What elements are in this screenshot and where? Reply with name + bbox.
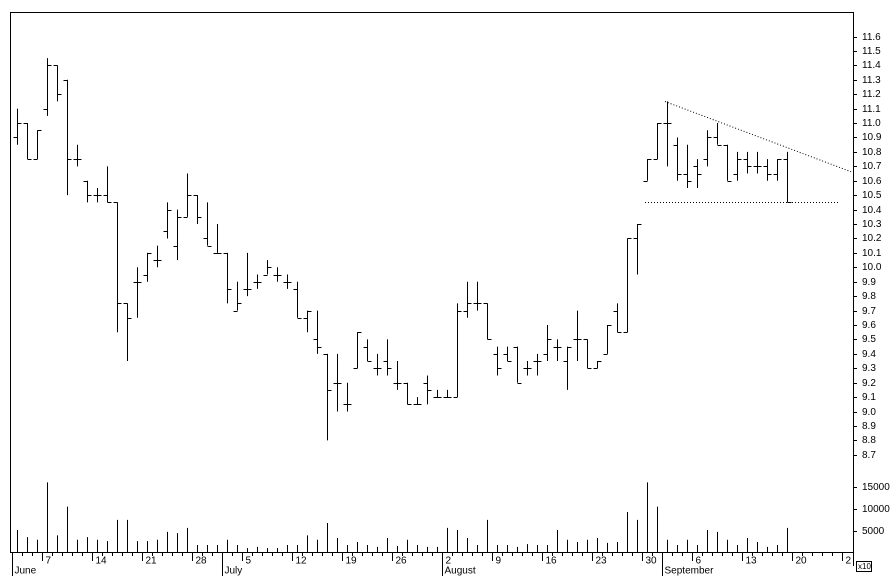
y2-tick-label: 15000	[862, 482, 890, 493]
x-tick-label: 20	[796, 556, 808, 567]
y-tick-label: 10.2	[862, 233, 882, 244]
y-tick-label: 10.1	[862, 248, 882, 259]
y-tick-label: 11.0	[862, 118, 881, 129]
y-tick-label: 10.6	[862, 176, 882, 187]
x-tick-label: 14	[96, 556, 108, 567]
y-tick-label: 11.6	[862, 32, 881, 43]
month-label: August	[445, 566, 476, 576]
month-label: September	[665, 566, 715, 576]
x-tick-label: 23	[596, 556, 608, 567]
x-tick-label: 21	[146, 556, 158, 567]
x-tick-label: 28	[196, 556, 208, 567]
y-tick-label: 9.7	[862, 306, 876, 317]
y-tick-label: 10.9	[862, 132, 882, 143]
x-tick-label: 12	[296, 556, 308, 567]
x-tick-label: 5	[246, 556, 252, 567]
y-tick-label: 8.7	[862, 450, 876, 461]
y2-tick-label: 10000	[862, 504, 890, 515]
y-tick-label: 9.9	[862, 277, 876, 288]
y-tick-label: 11.5	[862, 46, 881, 57]
y-tick-label: 9.5	[862, 334, 876, 345]
y-tick-label: 8.9	[862, 421, 876, 432]
x-tick-label: 13	[746, 556, 758, 567]
x-tick-label: 7	[46, 556, 52, 567]
y-tick-label: 9.2	[862, 378, 876, 389]
y2-tick-label: 5000	[862, 526, 885, 537]
x-tick-label: 2	[446, 556, 452, 567]
x-tick-label: 26	[396, 556, 408, 567]
y-tick-label: 11.3	[862, 75, 881, 86]
y-tick-label: 9.4	[862, 349, 876, 360]
month-label: July	[225, 566, 243, 576]
y-tick-label: 10.8	[862, 147, 882, 158]
y-tick-label: 10.7	[862, 161, 882, 172]
x-tick-label: 9	[496, 556, 502, 567]
y-tick-label: 9.8	[862, 291, 876, 302]
x-tick-label: 16	[546, 556, 558, 567]
x-tick-label: 6	[696, 556, 702, 567]
y-tick-label: 11.4	[862, 60, 881, 71]
y2-unit: x10	[858, 562, 871, 571]
y-tick-label: 9.6	[862, 320, 876, 331]
y-tick-label: 9.0	[862, 407, 876, 418]
y-tick-label: 11.1	[862, 104, 881, 115]
y-tick-label: 10.0	[862, 262, 882, 273]
y-tick-label: 9.1	[862, 392, 876, 403]
unit-box	[856, 561, 872, 572]
y-tick-label: 10.5	[862, 190, 882, 201]
trend-line	[664, 101, 854, 173]
x-tick-label: 19	[346, 556, 358, 567]
x-tick-label: 30	[646, 556, 658, 567]
month-label: June	[15, 566, 37, 576]
y-tick-label: 9.3	[862, 363, 876, 374]
y-tick-label: 10.4	[862, 205, 882, 216]
x-tick-label: 2	[846, 556, 852, 567]
y-tick-label: 11.2	[862, 89, 881, 100]
y-tick-label: 10.3	[862, 219, 882, 230]
y-tick-label: 8.8	[862, 435, 876, 446]
